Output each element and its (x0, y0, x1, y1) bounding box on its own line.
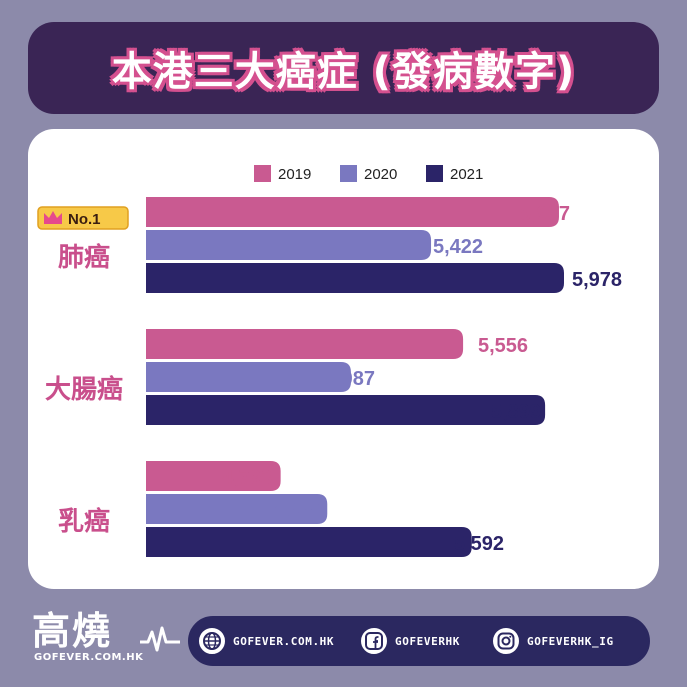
title-banner: 本港三大癌症 (發病數字) (28, 22, 659, 114)
instagram-text: GOFEVERHK_IG (527, 634, 614, 648)
bar-大腸癌-2019 (146, 329, 464, 359)
facebook-link[interactable]: GOFEVERHK (359, 619, 460, 663)
instagram-icon (491, 626, 521, 656)
legend-label-2020: 2020 (364, 166, 397, 183)
brand-url: GOFEVER.COM.HK (34, 652, 144, 663)
bar-肺癌-2021 (146, 263, 564, 293)
value-label-大腸癌-2021: 5,899 (491, 401, 541, 423)
bar-大腸癌-2020 (146, 362, 351, 392)
rank-badge-text: No.1 (68, 211, 101, 228)
rank-badge: No.1 (37, 206, 129, 230)
category-label-肺癌: 肺癌 (58, 242, 110, 273)
bar-肺癌-2020 (146, 230, 432, 260)
instagram-link[interactable]: GOFEVERHK_IG (491, 619, 614, 663)
social-links-bar: GOFEVER.COM.HK GOFEVERHK GOFEVERHK_IG (188, 616, 650, 666)
legend-label-2021: 2021 (450, 166, 483, 183)
footer: 高燒 GOFEVER.COM.HK GOFEVER.COM.HK (0, 596, 687, 687)
brand-name: 高燒 (32, 609, 113, 653)
page-title: 本港三大癌症 (發病數字) (111, 49, 576, 95)
value-label-大腸癌-2020: 5,087 (325, 368, 375, 390)
value-label-大腸癌-2019: 5,556 (478, 335, 528, 357)
chart-card: 2019 2020 2021 5,957 5,422 5,978 肺癌 5,556 5,087 5… (28, 129, 659, 589)
value-label-乳癌-2021: 5,592 (454, 533, 504, 555)
facebook-text: GOFEVERHK (395, 634, 461, 648)
brand-logo: 高燒 GOFEVER.COM.HK (32, 600, 180, 672)
legend-swatch-2020 (340, 165, 357, 182)
bar-chart: 2019 2020 2021 5,957 5,422 5,978 肺癌 5,556 5,087 5… (37, 165, 622, 557)
category-label-乳癌: 乳癌 (58, 506, 110, 537)
legend-label-2019: 2019 (278, 166, 311, 183)
legend-swatch-2021 (426, 165, 443, 182)
value-label-乳癌-2019: 4,793 (222, 467, 272, 489)
value-label-肺癌-2021: 5,978 (572, 269, 622, 291)
crown-icon (44, 211, 62, 224)
globe-icon (197, 626, 227, 656)
bar-大腸癌-2021 (146, 395, 546, 425)
value-label-乳癌-2020: 4,988 (270, 500, 320, 522)
value-label-肺癌-2019: 5,957 (520, 203, 570, 225)
bar-肺癌-2019 (146, 197, 559, 227)
website-link[interactable]: GOFEVER.COM.HK (197, 619, 334, 663)
heartbeat-icon (140, 626, 180, 652)
value-label-肺癌-2020: 5,422 (433, 236, 483, 258)
website-text: GOFEVER.COM.HK (233, 634, 335, 648)
legend-swatch-2019 (254, 165, 271, 182)
bar-乳癌-2021 (146, 527, 472, 557)
facebook-icon (359, 626, 389, 656)
bar-乳癌-2019 (146, 461, 281, 491)
bar-乳癌-2020 (146, 494, 328, 524)
category-label-大腸癌: 大腸癌 (45, 374, 123, 405)
